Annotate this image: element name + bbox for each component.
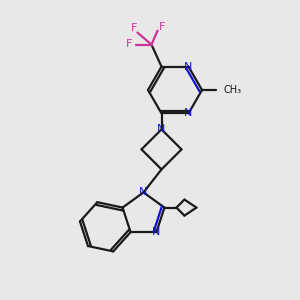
Text: N: N bbox=[139, 188, 148, 197]
Text: F: F bbox=[159, 22, 166, 32]
Text: F: F bbox=[131, 22, 138, 33]
Text: N: N bbox=[152, 227, 160, 237]
Text: N: N bbox=[184, 108, 193, 118]
Text: N: N bbox=[157, 124, 166, 134]
Text: N: N bbox=[184, 61, 193, 72]
Text: CH₃: CH₃ bbox=[223, 85, 241, 95]
Text: F: F bbox=[126, 39, 133, 49]
